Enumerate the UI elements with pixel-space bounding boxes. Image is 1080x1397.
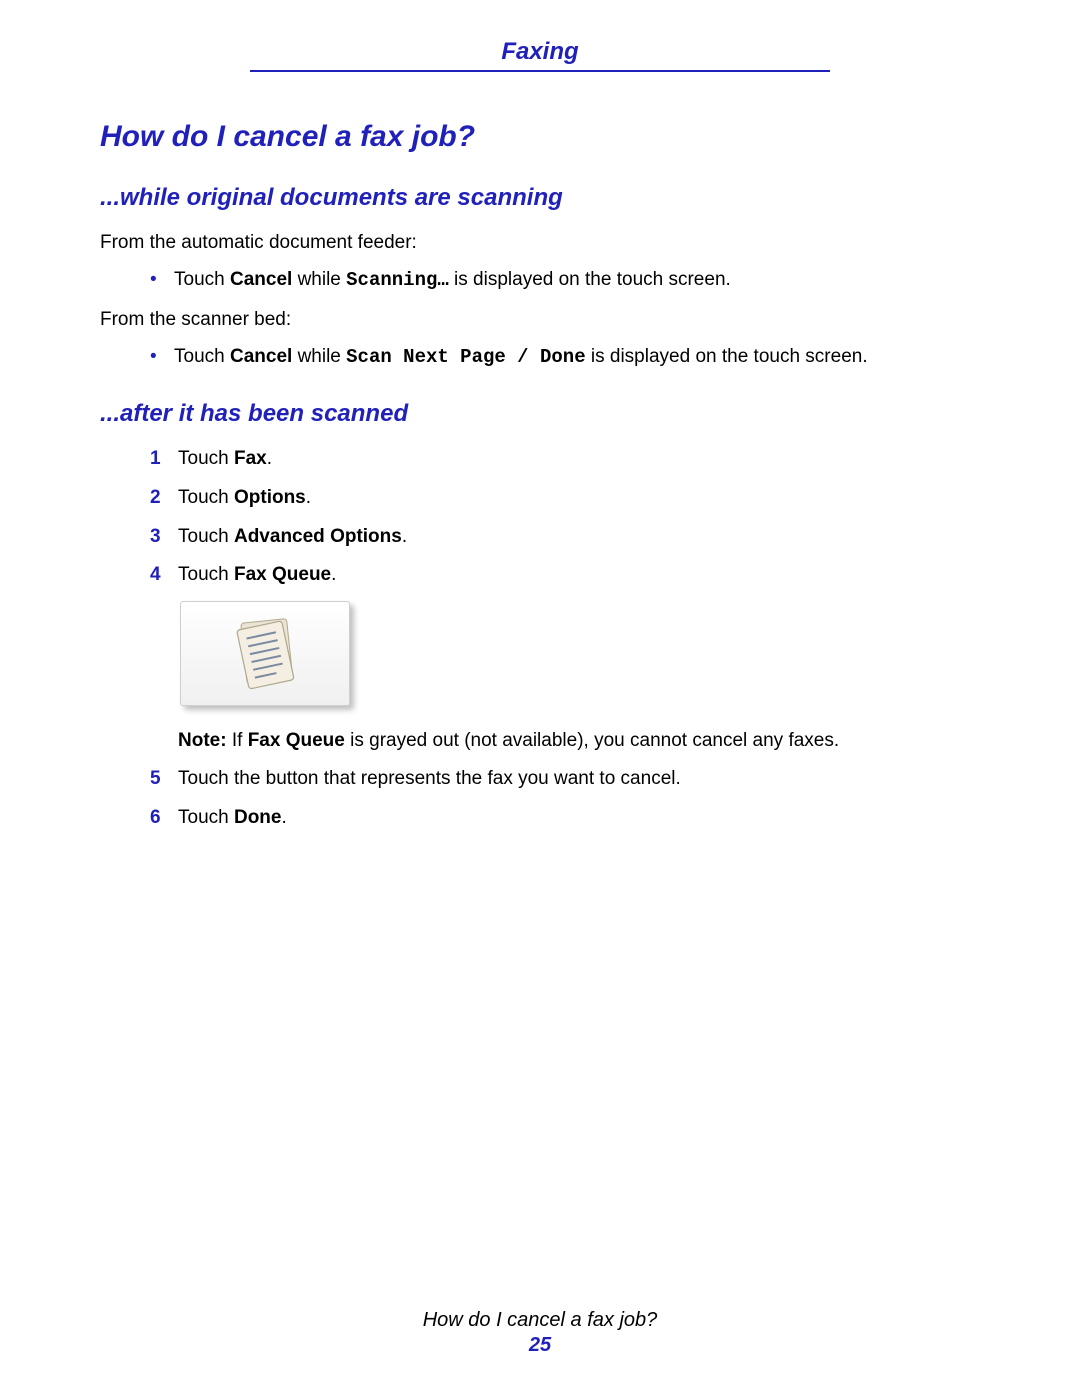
step-item: 2 Touch Options. (150, 485, 980, 512)
text-mono: Scan Next Page / Done (346, 346, 585, 368)
text-bold: Fax Queue (234, 564, 331, 585)
step-item: 1 Touch Fax. (150, 446, 980, 473)
text-bold: Advanced Options (234, 526, 402, 547)
step-text: Touch the button that represents the fax… (178, 766, 681, 793)
step-number: 6 (150, 805, 178, 832)
section-heading-after-scanned: ...after it has been scanned (100, 400, 980, 428)
text-fragment: is displayed on the touch screen. (586, 346, 868, 367)
page-title: How do I cancel a fax job? (100, 120, 980, 154)
step-number: 1 (150, 446, 178, 473)
text-fragment: . (281, 807, 286, 828)
text-fragment: . (402, 526, 407, 547)
text-fragment: Touch (178, 564, 234, 585)
step-text: Touch Done. (178, 805, 287, 832)
text-fragment: . (267, 448, 272, 469)
text-bold: Fax Queue (248, 730, 345, 751)
bullet-marker: • (150, 344, 174, 371)
step-text: Touch Options. (178, 485, 311, 512)
step-number: 4 (150, 562, 178, 589)
text-bold: Options (234, 487, 306, 508)
step-item: 6 Touch Done. (150, 805, 980, 832)
note-block: Note: If Fax Queue is grayed out (not av… (178, 728, 980, 755)
bullet-list-scanner-bed: • Touch Cancel while Scan Next Page / Do… (100, 344, 980, 371)
text-bold: Cancel (230, 346, 292, 367)
text-fragment: Touch (178, 487, 234, 508)
footer-title: How do I cancel a fax job? (0, 1309, 1080, 1332)
text-bold: Cancel (230, 269, 292, 290)
text-fragment: is grayed out (not available), you canno… (345, 730, 839, 751)
fax-queue-icon-frame (180, 601, 350, 706)
text-fragment: is displayed on the touch screen. (449, 269, 731, 290)
text-fragment: Touch (178, 526, 234, 547)
text-bold: Done (234, 807, 282, 828)
bullet-text: Touch Cancel while Scanning… is displaye… (174, 267, 731, 294)
text-fragment: If (227, 730, 248, 751)
step-number: 2 (150, 485, 178, 512)
step-text: Touch Fax. (178, 446, 272, 473)
footer-page-number: 25 (0, 1334, 1080, 1357)
text-fragment: . (331, 564, 336, 585)
bullet-marker: • (150, 267, 174, 294)
text-bold: Fax (234, 448, 267, 469)
fax-queue-paper-icon (220, 613, 310, 693)
bullet-item: • Touch Cancel while Scan Next Page / Do… (150, 344, 980, 371)
intro-text-adf: From the automatic document feeder: (100, 230, 980, 257)
text-fragment: . (306, 487, 311, 508)
bullet-item: • Touch Cancel while Scanning… is displa… (150, 267, 980, 294)
header-rule (250, 70, 830, 72)
step-number: 5 (150, 766, 178, 793)
document-page: Faxing How do I cancel a fax job? ...whi… (0, 0, 1080, 1397)
step-text: Touch Advanced Options. (178, 524, 407, 551)
text-fragment: while (292, 269, 346, 290)
header-title: Faxing (100, 38, 980, 66)
step-item: 4 Touch Fax Queue. (150, 562, 980, 589)
numbered-steps: 1 Touch Fax. 2 Touch Options. 3 Touch Ad… (100, 446, 980, 831)
intro-text-scanner-bed: From the scanner bed: (100, 307, 980, 334)
section-heading-scanning: ...while original documents are scanning (100, 184, 980, 212)
step-text: Touch Fax Queue. (178, 562, 336, 589)
text-mono: Scanning… (346, 269, 449, 291)
bullet-list-adf: • Touch Cancel while Scanning… is displa… (100, 267, 980, 294)
page-header: Faxing (100, 38, 980, 72)
text-fragment: Touch (178, 448, 234, 469)
text-fragment: Touch (178, 807, 234, 828)
text-fragment: while (292, 346, 346, 367)
note-label: Note: (178, 730, 227, 751)
step-item: 5 Touch the button that represents the f… (150, 766, 980, 793)
page-footer: How do I cancel a fax job? 25 (0, 1309, 1080, 1357)
step-number: 3 (150, 524, 178, 551)
text-fragment: Touch (174, 346, 230, 367)
text-fragment: Touch (174, 269, 230, 290)
step-item: 3 Touch Advanced Options. (150, 524, 980, 551)
bullet-text: Touch Cancel while Scan Next Page / Done… (174, 344, 868, 371)
